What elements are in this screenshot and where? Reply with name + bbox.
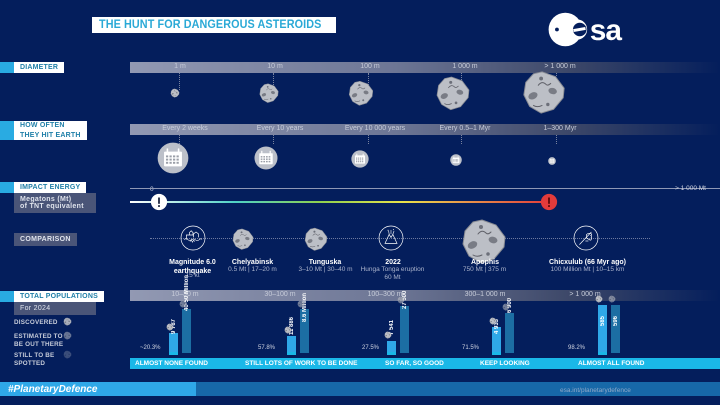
svg-text:sa: sa [590,14,623,47]
